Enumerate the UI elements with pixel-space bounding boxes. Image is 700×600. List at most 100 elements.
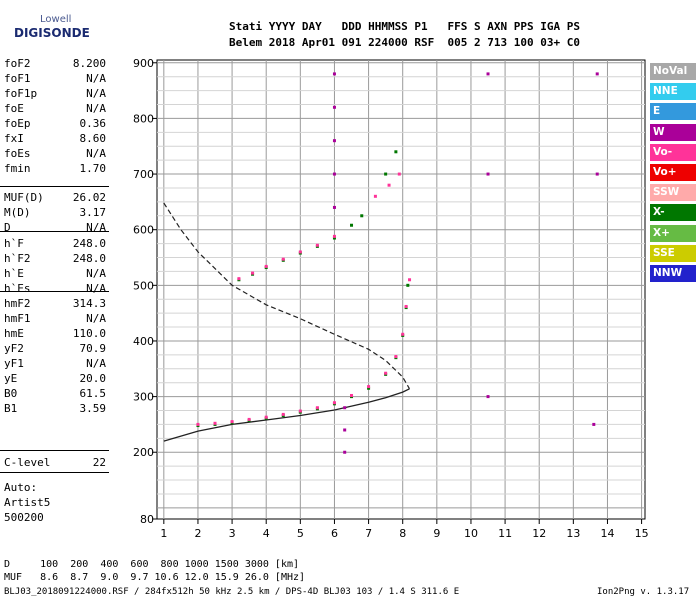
param-key: fxI xyxy=(4,132,24,145)
x-tick-label: 8 xyxy=(399,527,406,540)
data-point xyxy=(486,395,490,399)
param-value: 8.200 xyxy=(72,57,106,70)
data-point xyxy=(350,223,354,227)
param-key: yF1 xyxy=(4,357,24,370)
param-value: 26.02 xyxy=(72,191,106,204)
param-b0: B0 61.5 xyxy=(4,387,106,402)
param-key: foF1p xyxy=(4,87,38,100)
auto-block-line1: Auto: xyxy=(4,481,38,494)
y-tick-label: 500 xyxy=(133,279,154,292)
data-point xyxy=(406,283,410,287)
data-point xyxy=(332,139,336,143)
legend-item-sse: SSE xyxy=(650,244,696,262)
data-point xyxy=(230,420,234,424)
param-mufd: MUF(D) 26.02 xyxy=(4,191,106,206)
param-key: foF1 xyxy=(4,72,31,85)
x-tick-label: 11 xyxy=(498,527,512,540)
y-tick-label: 700 xyxy=(133,168,154,181)
legend-item-ssw: SSW xyxy=(650,184,696,202)
data-point xyxy=(373,194,377,198)
param-value: N/A xyxy=(86,267,106,280)
param-foes: foEs N/A xyxy=(4,147,106,162)
data-point xyxy=(251,271,255,275)
x-tick-label: 13 xyxy=(566,527,580,540)
param-value: 22 xyxy=(92,456,106,469)
x-tick-label: 9 xyxy=(433,527,440,540)
logo-line2: DIGISONDE xyxy=(14,26,90,40)
param-clevel: C-level 22 xyxy=(4,456,106,471)
param-key: yE xyxy=(4,372,18,385)
param-key: foF2 xyxy=(4,57,31,70)
legend-item-w: W xyxy=(650,123,696,141)
param-value: 248.0 xyxy=(72,252,106,265)
header-line2: Belem 2018 Apr01 091 224000 RSF 005 2 71… xyxy=(229,36,580,49)
x-tick-label: 2 xyxy=(194,527,201,540)
data-point xyxy=(486,172,490,176)
data-point xyxy=(343,406,347,410)
data-point xyxy=(343,428,347,432)
header-line1: Stati YYYY DAY DDD HHMMSS P1 FFS S AXN P… xyxy=(229,20,580,33)
param-hf2: h`F2 248.0 xyxy=(4,252,106,267)
param-he: h`E N/A xyxy=(4,267,106,282)
legend-item-x: X+ xyxy=(650,224,696,242)
legend-item-x: X- xyxy=(650,204,696,222)
param-fof1p: foF1p N/A xyxy=(4,87,106,102)
data-point xyxy=(350,393,354,397)
data-point xyxy=(343,450,347,454)
data-point xyxy=(387,183,391,187)
param-hme: hmE 110.0 xyxy=(4,327,106,342)
data-point xyxy=(298,409,302,413)
y-tick-label: 400 xyxy=(133,335,154,348)
param-value: N/A xyxy=(86,147,106,160)
data-point xyxy=(595,72,599,76)
param-value: 20.0 xyxy=(79,372,107,385)
param-key: h`F xyxy=(4,237,24,250)
param-value: 61.5 xyxy=(79,387,107,400)
param-value: N/A xyxy=(86,72,106,85)
param-ye: yE 20.0 xyxy=(4,372,106,387)
y-tick-label: 200 xyxy=(133,446,154,459)
x-tick-label: 14 xyxy=(600,527,614,540)
data-point xyxy=(298,250,302,254)
param-value: 110.0 xyxy=(72,327,106,340)
data-point xyxy=(384,371,388,375)
y-tick-label: 80 xyxy=(140,513,154,526)
param-key: h`F2 xyxy=(4,252,31,265)
param-key: hmE xyxy=(4,327,24,340)
param-hf: h`F 248.0 xyxy=(4,237,106,252)
data-point xyxy=(360,214,364,218)
param-value: 0.36 xyxy=(79,117,107,130)
footer-file-line: BLJ03_2018091224000.RSF / 284fx512h 50 k… xyxy=(4,587,460,597)
x-tick-label: 4 xyxy=(263,527,270,540)
data-point xyxy=(315,406,319,410)
param-value: 8.60 xyxy=(79,132,107,145)
param-value: 1.70 xyxy=(79,162,107,175)
x-tick-label: 12 xyxy=(532,527,546,540)
x-tick-label: 1 xyxy=(160,527,167,540)
param-key: hmF1 xyxy=(4,312,31,325)
data-point xyxy=(315,243,319,247)
data-point xyxy=(595,172,599,176)
data-point xyxy=(486,72,490,76)
param-key: M(D) xyxy=(4,206,31,219)
param-foep: foEp 0.36 xyxy=(4,117,106,132)
model-profile-solid xyxy=(163,388,410,442)
param-key: fmin xyxy=(4,162,31,175)
x-tick-label: 3 xyxy=(229,527,236,540)
param-value: 3.59 xyxy=(79,402,107,415)
legend-item-e: E xyxy=(650,103,696,121)
param-value: 248.0 xyxy=(72,237,106,250)
y-tick-label: 800 xyxy=(133,112,154,125)
param-fxi: fxI 8.60 xyxy=(4,132,106,147)
param-value: N/A xyxy=(86,221,106,234)
legend-item-nnw: NNW xyxy=(650,265,696,282)
data-point xyxy=(332,401,336,405)
param-d: D N/A xyxy=(4,221,106,236)
data-point xyxy=(332,105,336,109)
data-point xyxy=(404,304,408,308)
footer-muf-row: MUF 8.6 8.7 9.0 9.7 10.6 12.0 15.9 26.0 … xyxy=(4,572,306,583)
data-point xyxy=(408,278,412,282)
param-key: foE xyxy=(4,102,24,115)
legend-item-vo: Vo- xyxy=(650,143,696,161)
